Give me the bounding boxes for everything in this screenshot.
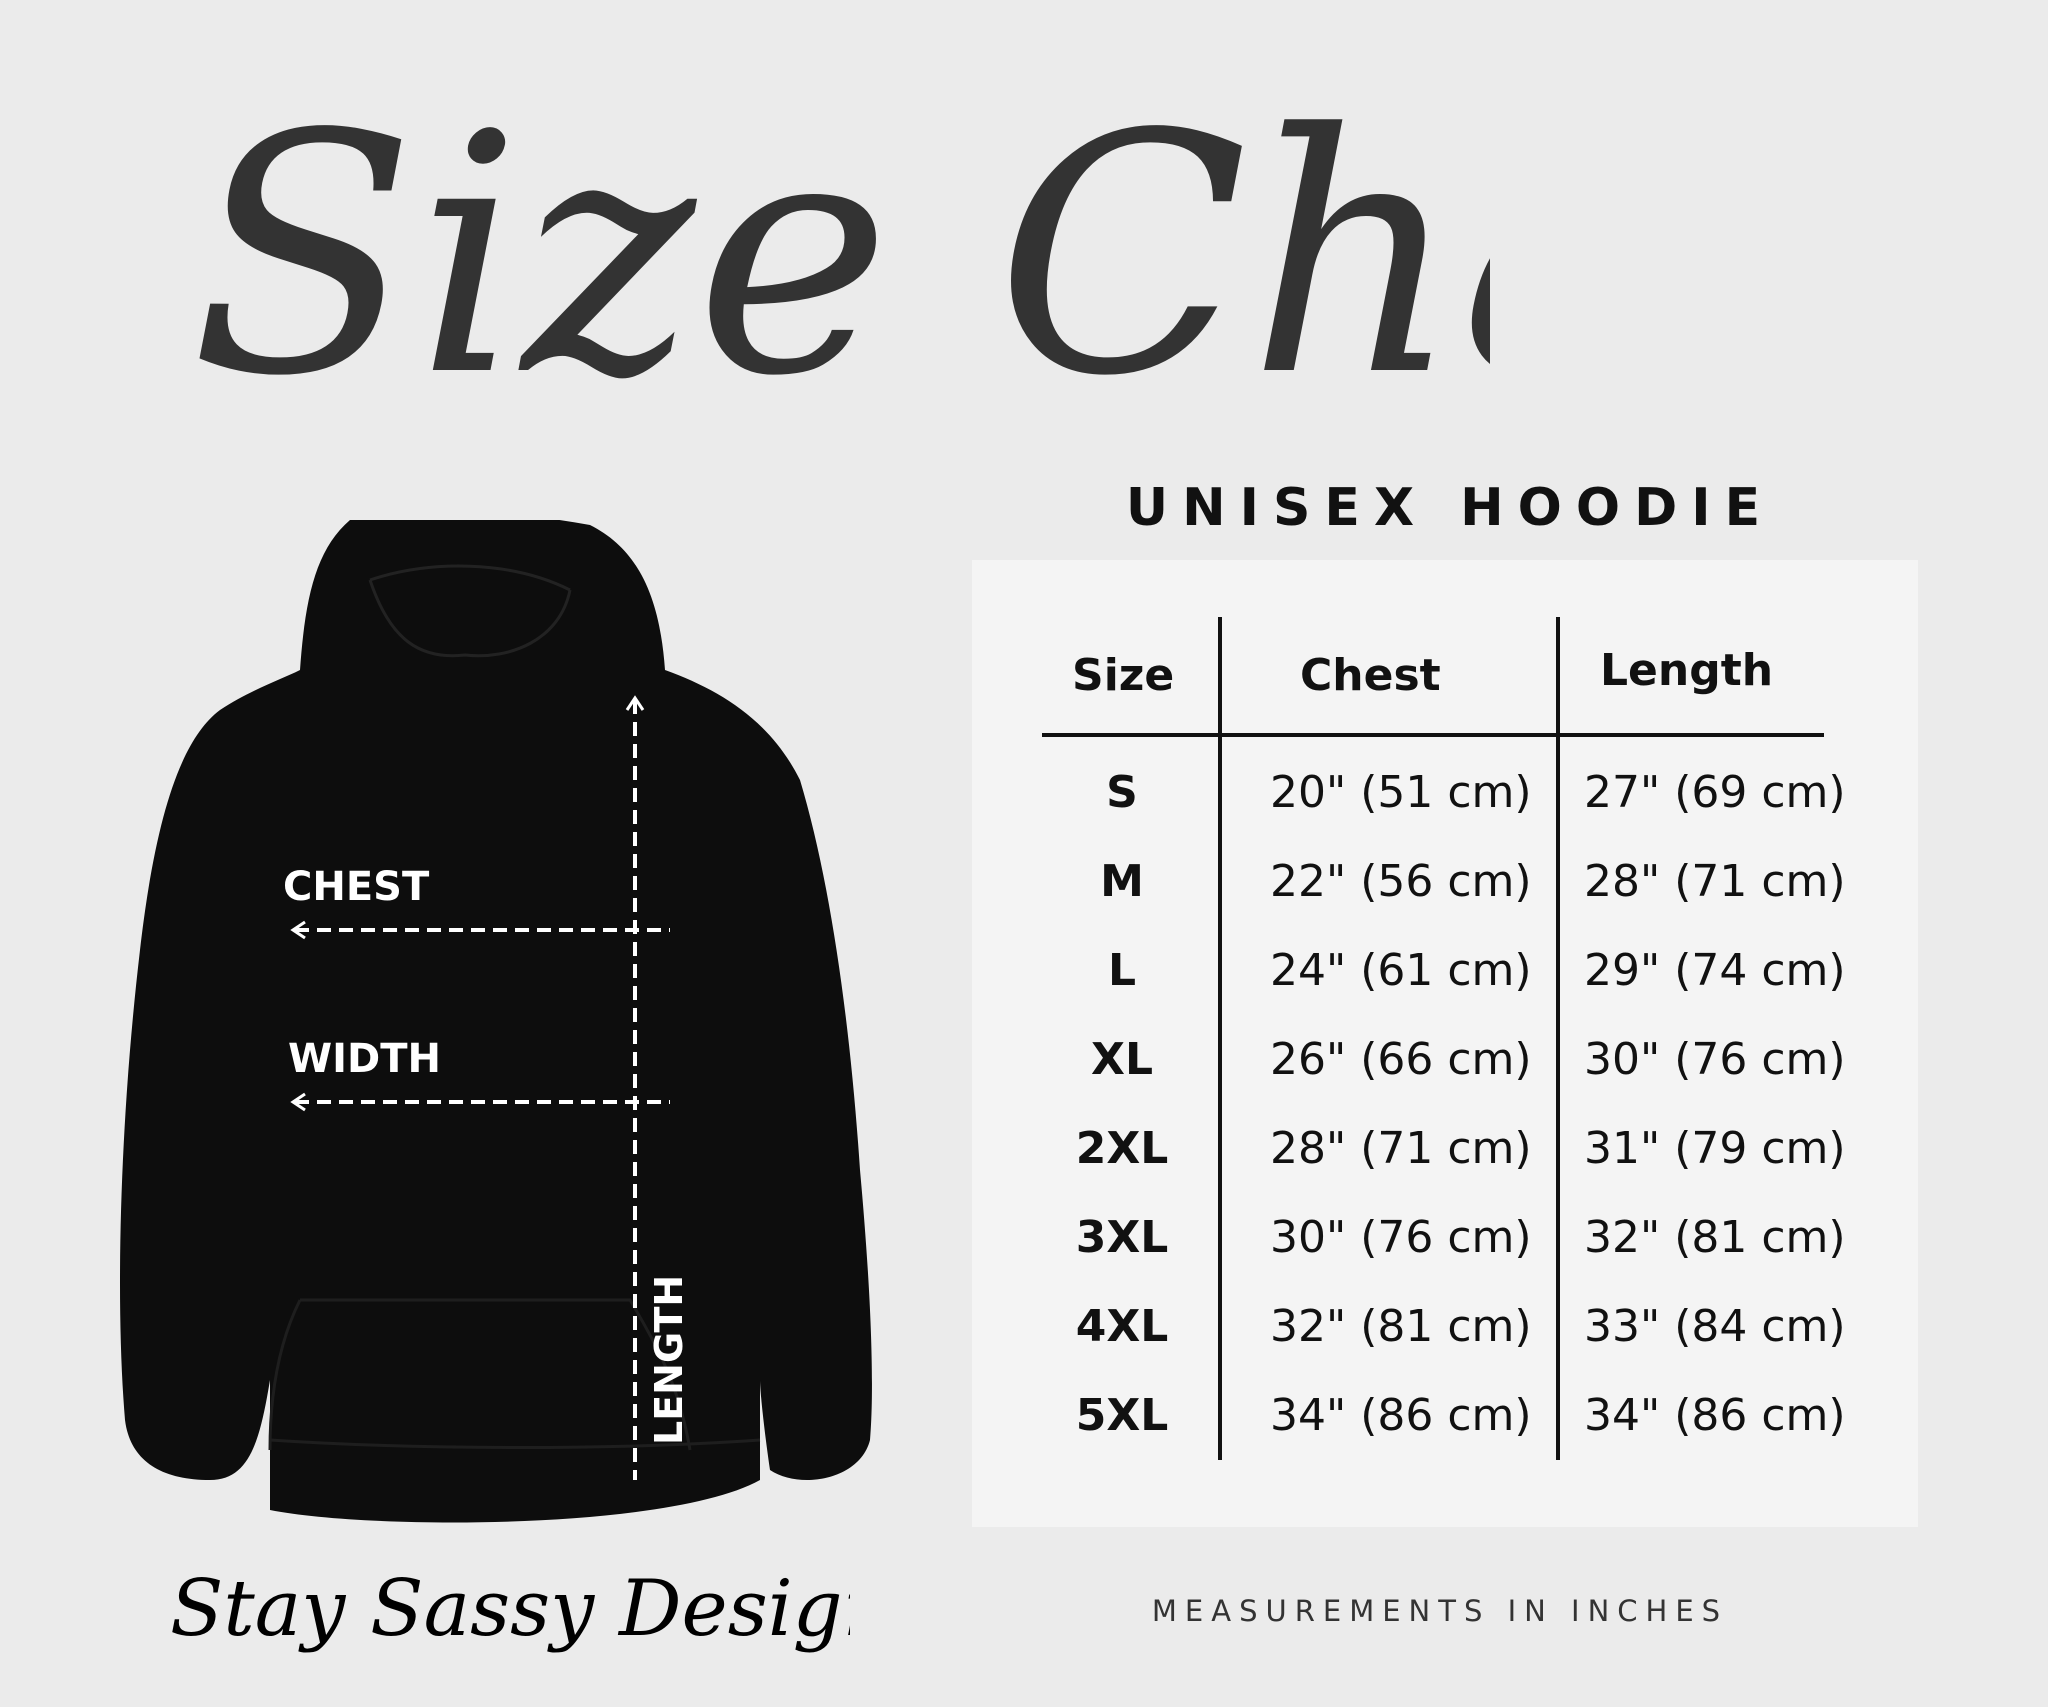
cell-chest: 30" (76 cm) — [1270, 1212, 1532, 1263]
table-row: 3XL 30" (76 cm) 32" (81 cm) — [972, 1198, 1918, 1278]
table-row: 5XL 34" (86 cm) 34" (86 cm) — [972, 1376, 1918, 1456]
column-divider — [1218, 617, 1222, 1460]
cell-chest: 22" (56 cm) — [1270, 856, 1532, 907]
cell-length: 29" (74 cm) — [1584, 945, 1846, 996]
cell-size: 5XL — [1075, 1390, 1169, 1441]
svg-text:Size Chart: Size Chart — [190, 64, 1490, 448]
table-row: XL 26" (66 cm) 30" (76 cm) — [972, 1020, 1918, 1100]
width-label: WIDTH — [288, 1036, 441, 1082]
length-arrow — [625, 695, 645, 1480]
table-row: 2XL 28" (71 cm) 31" (79 cm) — [972, 1109, 1918, 1189]
cell-chest: 26" (66 cm) — [1270, 1034, 1532, 1085]
hoodie-illustration: CHEST WIDTH LENGTH — [120, 520, 872, 1523]
cell-length: 34" (86 cm) — [1584, 1390, 1846, 1441]
table-row: M 22" (56 cm) 28" (71 cm) — [972, 842, 1918, 922]
length-label: LENGTH — [647, 1275, 691, 1445]
chest-label: CHEST — [283, 864, 430, 910]
header-chest: Chest — [1300, 650, 1441, 701]
brand-logo: Stay Sassy Designs — [170, 1564, 850, 1654]
cell-chest: 32" (81 cm) — [1270, 1301, 1532, 1352]
chest-arrow — [290, 920, 670, 940]
cell-size: M — [1100, 856, 1144, 907]
table-row: S 20" (51 cm) 27" (69 cm) — [972, 753, 1918, 833]
page-title: Size Chart — [190, 64, 1490, 448]
product-subtitle: UNISEX HOODIE — [1125, 478, 1775, 538]
hoodie-body — [120, 520, 872, 1523]
cell-chest: 28" (71 cm) — [1270, 1123, 1532, 1174]
cell-size: 4XL — [1075, 1301, 1169, 1352]
size-table-panel: Size Chest Length S 20" (51 cm) 27" (69 cm… — [972, 560, 1918, 1527]
hoodie-hood-opening — [368, 564, 572, 658]
width-arrow — [290, 1092, 670, 1112]
header-size: Size — [1072, 650, 1175, 701]
cell-chest: 34" (86 cm) — [1270, 1390, 1532, 1441]
cell-size: 2XL — [1075, 1123, 1169, 1174]
table-row: L 24" (61 cm) 29" (74 cm) — [972, 931, 1918, 1011]
cell-size: L — [1107, 945, 1137, 996]
cell-length: 33" (84 cm) — [1584, 1301, 1846, 1352]
svg-text:Stay Sassy Designs: Stay Sassy Designs — [170, 1564, 850, 1654]
cell-size: XL — [1091, 1034, 1153, 1085]
cell-size: S — [1106, 767, 1138, 818]
column-divider — [1556, 617, 1560, 1460]
header-length: Length — [1600, 645, 1774, 696]
cell-length: 31" (79 cm) — [1584, 1123, 1846, 1174]
cell-chest: 20" (51 cm) — [1270, 767, 1532, 818]
measurement-note: MEASUREMENTS IN INCHES — [1151, 1594, 1729, 1628]
cell-chest: 24" (61 cm) — [1270, 945, 1532, 996]
cell-size: 3XL — [1075, 1212, 1169, 1263]
header-divider — [1042, 733, 1824, 737]
cell-length: 30" (76 cm) — [1584, 1034, 1846, 1085]
cell-length: 27" (69 cm) — [1584, 767, 1846, 818]
cell-length: 32" (81 cm) — [1584, 1212, 1846, 1263]
table-row: 4XL 32" (81 cm) 33" (84 cm) — [972, 1287, 1918, 1367]
hoodie-waistband — [269, 1438, 761, 1449]
cell-length: 28" (71 cm) — [1584, 856, 1846, 907]
